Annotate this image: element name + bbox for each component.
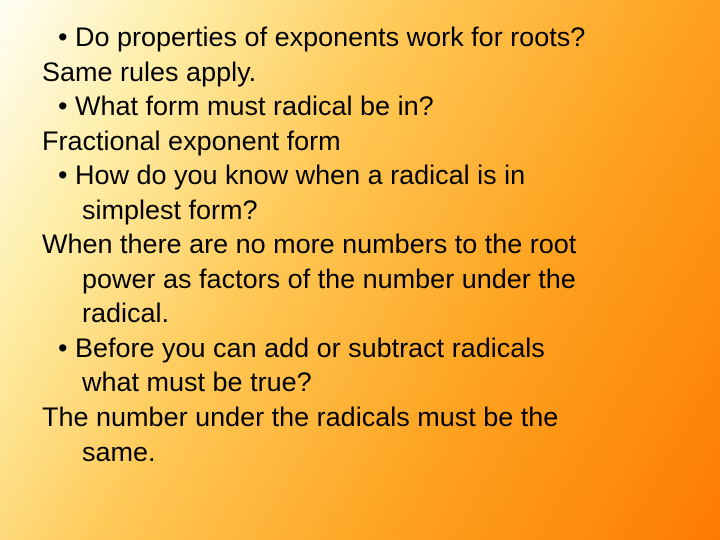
answer-text: Fractional exponent form [28, 124, 692, 159]
bullet-item: Before you can add or subtract radicals [28, 331, 692, 366]
bullet-continuation: simplest form? [28, 193, 692, 228]
bullet-continuation: what must be true? [28, 365, 692, 400]
answer-continuation: radical. [28, 296, 692, 331]
slide-content: Do properties of exponents work for root… [28, 20, 692, 469]
answer-continuation: same. [28, 435, 692, 470]
answer-text: When there are no more numbers to the ro… [28, 227, 692, 262]
answer-text: The number under the radicals must be th… [28, 400, 692, 435]
bullet-item: How do you know when a radical is in [28, 158, 692, 193]
answer-continuation: power as factors of the number under the [28, 262, 692, 297]
bullet-item: Do properties of exponents work for root… [28, 20, 692, 55]
slide: Do properties of exponents work for root… [0, 0, 720, 540]
bullet-item: What form must radical be in? [28, 89, 692, 124]
answer-text: Same rules apply. [28, 55, 692, 90]
